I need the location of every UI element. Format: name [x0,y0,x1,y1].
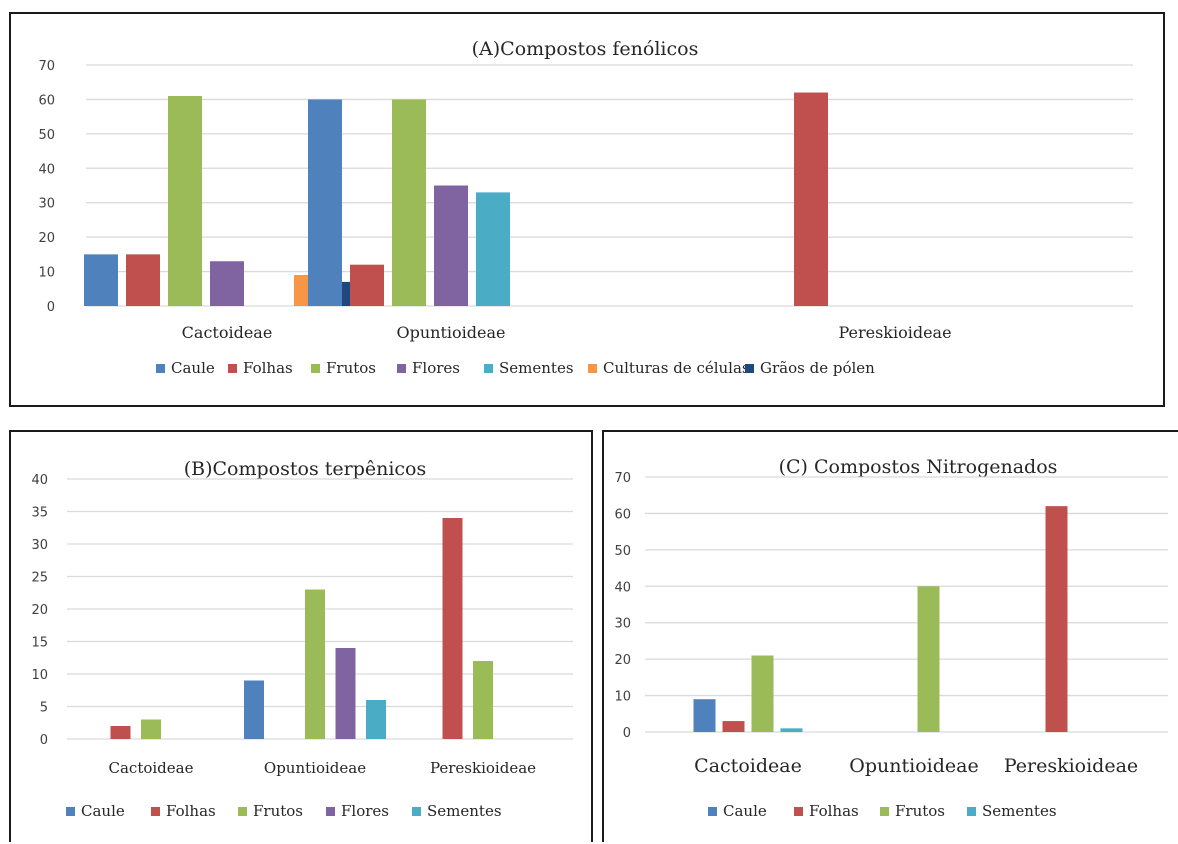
legend-swatch-sementes [967,807,976,816]
bar-caule-cactoideae [84,254,118,306]
y-tick-label: 50 [38,128,55,143]
bar-frutos-opuntioideae [392,99,426,306]
y-tick-label: 50 [614,544,631,559]
bar-folhas-pereskioideae [442,518,463,739]
y-tick-label: 10 [614,690,631,705]
legend-label-frutos: Frutos [895,802,945,820]
y-tick-label: 30 [614,617,631,632]
bar-caule-cactoideae [693,699,716,732]
x-category-label: Pereskioideae [838,323,951,342]
legend-swatch-folhas [228,364,237,373]
chart-panel-fenolicos: (A)Compostos fenólicos 0 10 20 30 40 50 60 70 Cac… [9,12,1165,407]
legend-label-frutos: Frutos [326,359,376,377]
legend-label-folhas: Folhas [166,802,216,820]
legend-swatch-flores [397,364,406,373]
bar-frutos-cactoideae [168,95,202,306]
y-tick-label: 40 [38,162,55,177]
bar-folhas-pereskioideae [794,92,828,307]
y-tick-label: 20 [31,603,48,618]
bar-frutos-cactoideae [141,719,161,739]
chart-title: (A)Compostos fenólicos [472,38,699,60]
y-tick-label: 0 [47,300,55,315]
chart-nitrogenados: (C) Compostos Nitrogenados 0 10 20 30 40 50 60 7… [614,456,1168,820]
legend-label-caule: Caule [171,359,215,377]
legend-swatch-flores [326,807,335,816]
bar-flores-opuntioideae [434,185,468,306]
chart-panel-nitrogenados: (C) Compostos Nitrogenados 0 10 20 30 40 50 60 7… [602,430,1178,842]
legend-label-sementes: Sementes [982,802,1057,820]
x-category-label: Cactoideae [182,323,273,342]
legend-swatch-graos-de-polen [745,364,754,373]
bar-folhas-cactoideae [722,721,745,732]
legend-label-culturas-de-celulas: Culturas de células [603,359,750,377]
y-tick-label: 15 [31,636,48,651]
legend-swatch-caule [156,364,165,373]
legend-label-folhas: Folhas [243,359,293,377]
legend-label-graos-de-polen: Grãos de pólen [760,359,875,377]
x-category-label: Cactoideae [694,755,802,777]
bar-flores-opuntioideae [335,648,356,739]
y-tick-label: 40 [614,580,631,595]
bar-sementes-opuntioideae [476,192,510,306]
legend-label-caule: Caule [723,802,767,820]
bar-frutos-pereskioideae [473,661,493,739]
bar-folhas-opuntioideae [350,264,384,306]
y-tick-label: 60 [38,93,55,108]
legend-swatch-caule [66,807,75,816]
y-tick-label: 10 [38,266,55,281]
y-tick-label: 0 [40,733,48,748]
bar-caule-opuntioideae [308,99,342,306]
legend-label-sementes: Sementes [499,359,574,377]
legend-swatch-folhas [794,807,803,816]
legend-label-flores: Flores [341,802,389,820]
bar-folhas-cactoideae [110,726,131,739]
y-tick-label: 10 [31,668,48,683]
y-tick-label: 20 [614,653,631,668]
x-category-label: Opuntioideae [849,755,978,777]
legend-label-flores: Flores [412,359,460,377]
chart-title: (C) Compostos Nitrogenados [779,456,1058,478]
legend-swatch-frutos [880,807,889,816]
legend-label-sementes: Sementes [427,802,502,820]
chart-panel-terpenicos: (B)Compostos terpênicos 0 5 10 15 20 25 30 35 40 C… [9,430,593,842]
y-tick-label: 0 [623,726,631,741]
bar-folhas-pereskioideae [1045,506,1068,732]
x-category-label: Pereskioideae [430,759,536,777]
legend-swatch-sementes [484,364,493,373]
legend-label-caule: Caule [81,802,125,820]
y-tick-label: 70 [614,471,631,486]
legend-label-folhas: Folhas [809,802,859,820]
bar-frutos-opuntioideae [305,589,325,739]
y-tick-label: 20 [38,231,55,246]
x-category-label: Pereskioideae [1004,755,1138,777]
bar-frutos-opuntioideae [917,586,940,732]
bar-flores-cactoideae [210,261,244,306]
bar-folhas-cactoideae [126,254,160,306]
legend-swatch-frutos [311,364,320,373]
chart-terpenicos: (B)Compostos terpênicos 0 5 10 15 20 25 30 35 40 C… [31,458,573,820]
legend-swatch-frutos [238,807,247,816]
y-tick-label: 70 [38,59,55,74]
y-tick-label: 40 [31,473,48,488]
legend-swatch-caule [708,807,717,816]
bar-frutos-cactoideae [751,655,774,732]
legend-swatch-sementes [412,807,421,816]
bar-sementes-opuntioideae [366,700,386,739]
chart-fenolicos: (A)Compostos fenólicos 0 10 20 30 40 50 60 70 Cac… [38,38,1133,377]
legend-label-frutos: Frutos [253,802,303,820]
bar-sementes-cactoideae [780,728,803,732]
x-category-label: Opuntioideae [264,759,366,777]
legend-swatch-folhas [151,807,160,816]
y-tick-label: 25 [31,571,48,586]
y-tick-label: 30 [38,197,55,212]
y-tick-label: 35 [31,506,48,521]
x-category-label: Cactoideae [109,759,194,777]
legend-swatch-culturas-de-celulas [588,364,597,373]
bar-caule-opuntioideae [244,680,264,739]
y-tick-label: 5 [40,701,48,716]
x-category-label: Opuntioideae [397,323,506,342]
y-tick-label: 30 [31,538,48,553]
y-tick-label: 60 [614,507,631,522]
chart-title: (B)Compostos terpênicos [184,458,427,480]
